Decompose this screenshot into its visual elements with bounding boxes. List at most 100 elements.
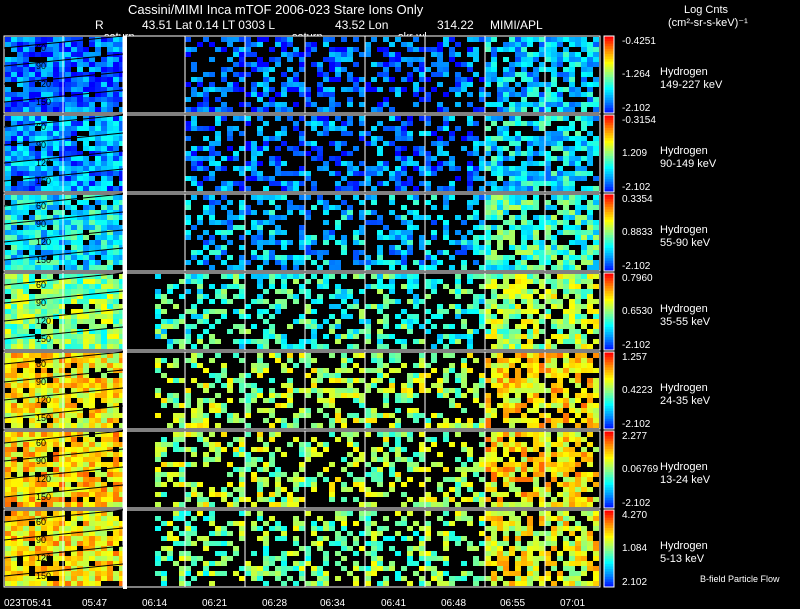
colorbar-segment xyxy=(604,214,614,218)
heatmap-cell xyxy=(41,378,47,383)
heatmap-cell xyxy=(347,87,353,92)
heatmap-cell xyxy=(587,210,593,215)
heatmap-cell xyxy=(389,230,395,235)
heatmap-cell xyxy=(293,319,299,324)
heatmap-cell xyxy=(53,358,59,363)
heatmap-cell xyxy=(95,171,101,176)
heatmap-cell xyxy=(107,274,113,279)
colorbar-segment xyxy=(604,217,614,221)
heatmap-cell xyxy=(239,467,245,472)
heatmap-cell xyxy=(449,186,455,191)
heatmap-cell xyxy=(509,339,515,344)
heatmap-cell xyxy=(461,393,467,398)
heatmap-cell xyxy=(47,146,53,151)
heatmap-cell xyxy=(41,383,47,388)
heatmap-cell xyxy=(23,447,29,452)
heatmap-cell xyxy=(581,77,587,82)
heatmap-cell xyxy=(83,82,89,87)
heatmap-cell xyxy=(353,62,359,67)
heatmap-cell xyxy=(593,388,599,393)
heatmap-cell xyxy=(119,42,125,47)
heatmap-cell xyxy=(47,57,53,62)
heatmap-cell xyxy=(425,250,431,255)
heatmap-cell xyxy=(275,136,281,141)
heatmap-cell xyxy=(587,171,593,176)
heatmap-cell xyxy=(77,72,83,77)
heatmap-cell xyxy=(515,102,521,107)
heatmap-cell xyxy=(29,279,35,284)
heatmap-cell xyxy=(191,363,197,368)
heatmap-cell xyxy=(5,334,11,339)
heatmap-cell xyxy=(317,87,323,92)
heatmap-cell xyxy=(467,344,473,349)
heatmap-cell xyxy=(245,398,251,403)
heatmap-cell xyxy=(89,388,95,393)
heatmap-cell xyxy=(545,225,551,230)
heatmap-cell xyxy=(515,121,521,126)
heatmap-cell xyxy=(377,181,383,186)
heatmap-cell xyxy=(395,146,401,151)
heatmap-cell xyxy=(557,279,563,284)
heatmap-cell xyxy=(35,329,41,334)
heatmap-cell xyxy=(263,408,269,413)
heatmap-cell xyxy=(539,353,545,358)
heatmap-cell xyxy=(449,116,455,121)
heatmap-cell xyxy=(545,141,551,146)
heatmap-cell xyxy=(245,210,251,215)
heatmap-cell xyxy=(23,102,29,107)
heatmap-cell xyxy=(515,334,521,339)
heatmap-cell xyxy=(335,294,341,299)
heatmap-cell xyxy=(377,215,383,220)
heatmap-cell xyxy=(47,171,53,176)
heatmap-cell xyxy=(71,413,77,418)
heatmap-cell xyxy=(299,116,305,121)
heatmap-cell xyxy=(497,334,503,339)
heatmap-cell xyxy=(65,383,71,388)
heatmap-cell xyxy=(527,368,533,373)
angle-contour-label: 120 xyxy=(36,316,51,326)
heatmap-cell xyxy=(107,344,113,349)
heatmap-cell xyxy=(107,368,113,373)
heatmap-cell xyxy=(317,62,323,67)
heatmap-cell xyxy=(311,423,317,428)
heatmap-cell xyxy=(221,314,227,319)
heatmap-cell xyxy=(185,388,191,393)
heatmap-cell xyxy=(119,77,125,82)
heatmap-cell xyxy=(437,67,443,72)
heatmap-cell xyxy=(227,57,233,62)
heatmap-cell xyxy=(365,304,371,309)
heatmap-cell xyxy=(389,176,395,181)
heatmap-cell xyxy=(221,245,227,250)
heatmap-cell xyxy=(185,398,191,403)
heatmap-cell xyxy=(5,210,11,215)
heatmap-cell xyxy=(341,457,347,462)
heatmap-cell xyxy=(227,472,233,477)
heatmap-cell xyxy=(485,274,491,279)
heatmap-cell xyxy=(275,62,281,67)
heatmap-cell xyxy=(107,131,113,136)
heatmap-cell xyxy=(257,42,263,47)
heatmap-cell xyxy=(215,339,221,344)
heatmap-cell xyxy=(119,423,125,428)
heatmap-cell xyxy=(113,195,119,200)
heatmap-cell xyxy=(335,186,341,191)
heatmap-cell xyxy=(29,116,35,121)
heatmap-cell xyxy=(35,220,41,225)
heatmap-cell xyxy=(11,363,17,368)
heatmap-cell xyxy=(383,388,389,393)
heatmap-cell xyxy=(35,245,41,250)
heatmap-cell xyxy=(455,87,461,92)
heatmap-cell xyxy=(437,339,443,344)
heatmap-cell xyxy=(509,77,515,82)
heatmap-cell xyxy=(89,97,95,102)
heatmap-cell xyxy=(455,284,461,289)
heatmap-cell xyxy=(263,344,269,349)
heatmap-cell xyxy=(311,339,317,344)
heatmap-cell xyxy=(407,240,413,245)
heatmap-cell xyxy=(497,260,503,265)
heatmap-cell xyxy=(587,423,593,428)
heatmap-cell xyxy=(401,166,407,171)
heatmap-cell xyxy=(593,378,599,383)
colorbar-segment xyxy=(604,369,614,374)
heatmap-cell xyxy=(383,319,389,324)
